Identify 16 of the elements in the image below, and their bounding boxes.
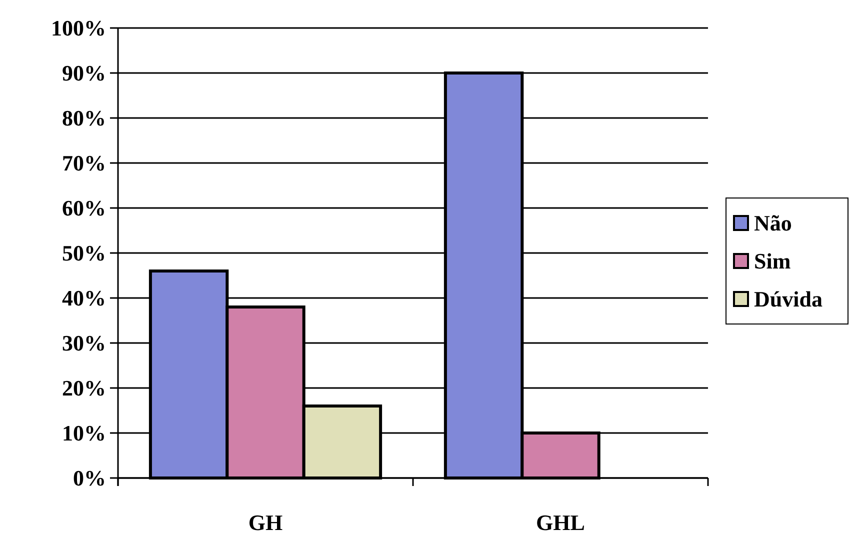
- x-tick-label: GH: [248, 510, 283, 535]
- x-tick-label: GHL: [536, 510, 585, 535]
- y-tick-label: 20%: [62, 376, 106, 401]
- legend-label: Não: [754, 210, 792, 236]
- y-tick-label: 100%: [51, 16, 106, 41]
- y-tick-label: 90%: [62, 60, 106, 86]
- y-tick-label: 0%: [73, 466, 106, 491]
- y-tick-label: 10%: [62, 420, 106, 446]
- y-tick-label: 60%: [62, 196, 106, 221]
- y-tick-label: 50%: [62, 240, 106, 266]
- y-tick-label: 30%: [62, 330, 106, 356]
- legend-label: Sim: [754, 248, 791, 274]
- y-tick-label: 80%: [62, 106, 106, 131]
- y-tick-label: 40%: [62, 286, 106, 311]
- legend-label: Dúvida: [754, 286, 822, 312]
- y-tick-label: 70%: [62, 150, 106, 176]
